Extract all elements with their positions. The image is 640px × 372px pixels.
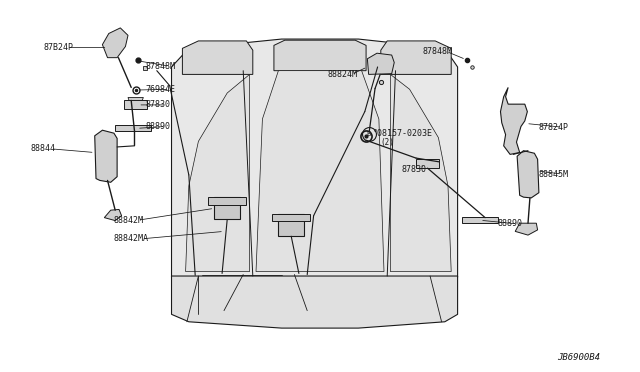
Text: (2): (2)	[381, 138, 395, 147]
Text: 88890: 88890	[146, 122, 171, 131]
Polygon shape	[367, 53, 394, 74]
Bar	[214, 197, 240, 219]
Polygon shape	[172, 276, 458, 328]
Bar	[462, 217, 498, 223]
Text: 88890: 88890	[498, 219, 523, 228]
Text: 76984E: 76984E	[146, 85, 176, 94]
Text: 87848M: 87848M	[146, 62, 176, 71]
Text: 87830: 87830	[146, 100, 171, 109]
Text: 88842MA: 88842MA	[114, 234, 149, 243]
Polygon shape	[274, 40, 366, 71]
Text: B: B	[367, 131, 371, 137]
Text: 88844: 88844	[31, 144, 56, 153]
Text: JB6900B4: JB6900B4	[557, 353, 600, 362]
Polygon shape	[172, 39, 458, 289]
Polygon shape	[128, 97, 143, 105]
Text: 87848M: 87848M	[422, 47, 452, 56]
Polygon shape	[104, 209, 122, 221]
Polygon shape	[186, 74, 250, 272]
Bar	[416, 159, 439, 168]
Bar	[208, 197, 246, 205]
Polygon shape	[515, 223, 538, 235]
Bar	[124, 100, 147, 109]
Text: 88845M: 88845M	[539, 170, 569, 179]
Polygon shape	[390, 74, 451, 272]
Bar	[115, 125, 151, 131]
Polygon shape	[95, 130, 117, 182]
Text: °08157-0203E: °08157-0203E	[372, 129, 433, 138]
Bar	[272, 214, 310, 221]
Text: 88842M: 88842M	[114, 216, 144, 225]
Polygon shape	[517, 151, 539, 198]
Polygon shape	[500, 87, 527, 154]
Bar	[278, 214, 304, 236]
Polygon shape	[256, 71, 384, 272]
Text: 88824M: 88824M	[328, 70, 358, 79]
Text: 87B24P: 87B24P	[44, 43, 74, 52]
Polygon shape	[182, 41, 253, 74]
Text: 87824P: 87824P	[539, 123, 569, 132]
Polygon shape	[102, 28, 128, 58]
Text: 87830: 87830	[402, 165, 427, 174]
Polygon shape	[381, 41, 451, 74]
